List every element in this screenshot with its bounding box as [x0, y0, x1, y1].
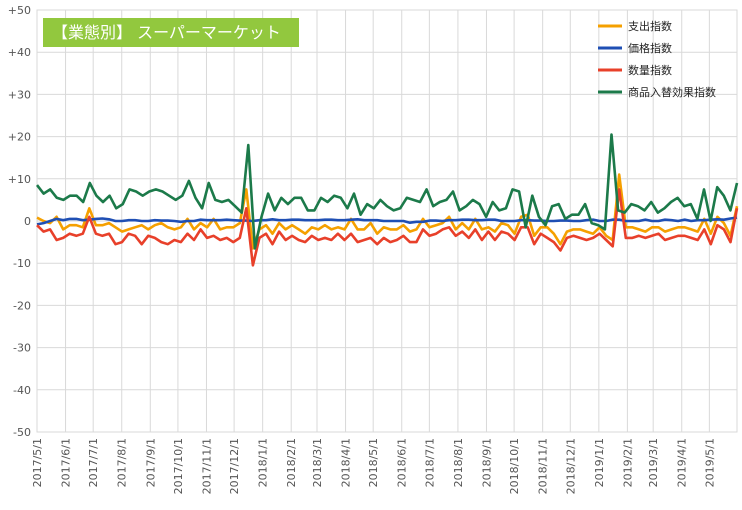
y-tick-label: -20: [13, 299, 31, 312]
x-tick-label: 2018/7/1: [423, 438, 436, 487]
x-tick-label: 2017/7/1: [87, 438, 100, 487]
series-layer: [35, 133, 739, 267]
y-tick-label: -40: [13, 384, 31, 397]
x-tick-label: 2018/4/1: [340, 438, 353, 487]
x-tick-label: 2018/9/1: [480, 438, 493, 487]
legend-label-2: 数量指数: [628, 63, 672, 77]
x-tick-label: 2018/6/1: [396, 438, 409, 487]
y-tick-label: +20: [8, 131, 31, 144]
x-tick-label: 2018/11/1: [537, 438, 550, 494]
legend-label-0: 支出指数: [628, 19, 672, 33]
legend-label-3: 商品入替効果指数: [628, 85, 716, 99]
y-tick-label: +10: [8, 173, 31, 186]
series-line-3: [35, 133, 739, 250]
x-tick-label: 2017/5/1: [31, 438, 44, 487]
series-line-0: [36, 173, 739, 250]
y-tick-label: -50: [13, 426, 31, 439]
x-tick-label: 2017/10/1: [172, 438, 185, 494]
chart-title-text: 【業態別】 スーパーマーケット: [52, 23, 281, 42]
x-tick-label: 2017/8/1: [116, 438, 129, 487]
x-tick-label: 2017/11/1: [200, 438, 213, 494]
x-tick-label: 2019/5/1: [703, 438, 716, 487]
y-tick-label: +40: [8, 46, 31, 59]
series-line-2: [36, 188, 739, 267]
y-tick-label: +50: [8, 4, 31, 17]
series-line-1: [36, 216, 738, 226]
x-tick-label: 2019/4/1: [676, 438, 689, 487]
x-tick-label: 2017/12/1: [228, 438, 241, 494]
x-tick-label: 2018/8/1: [452, 438, 465, 487]
x-tick-label: 2018/3/1: [311, 438, 324, 487]
x-tick-label: 2019/3/1: [647, 438, 660, 487]
chart-title-background: [43, 18, 299, 47]
x-tick-label: 2018/10/1: [508, 438, 521, 494]
legend-label-1: 価格指数: [628, 41, 672, 55]
chart-title: 【業態別】 スーパーマーケット: [43, 18, 299, 47]
y-tick-label: -30: [13, 342, 31, 355]
x-tick-label: 2018/5/1: [367, 438, 380, 487]
y-tick-label: +30: [8, 88, 31, 101]
y-tick-label: -10: [13, 257, 31, 270]
x-tick-label: 2019/1/1: [593, 438, 606, 487]
x-tick-label: 2017/6/1: [60, 438, 73, 487]
x-tick-label: 2017/9/1: [144, 438, 157, 487]
x-tick-label: 2018/2/1: [285, 438, 298, 487]
y-tick-label: 0: [24, 215, 31, 228]
plot-border: [36, 9, 738, 433]
x-tick-label: 2018/1/1: [257, 438, 270, 487]
x-tick-label: 2018/12/1: [564, 438, 577, 494]
x-tick-label: 2019/2/1: [621, 438, 634, 487]
